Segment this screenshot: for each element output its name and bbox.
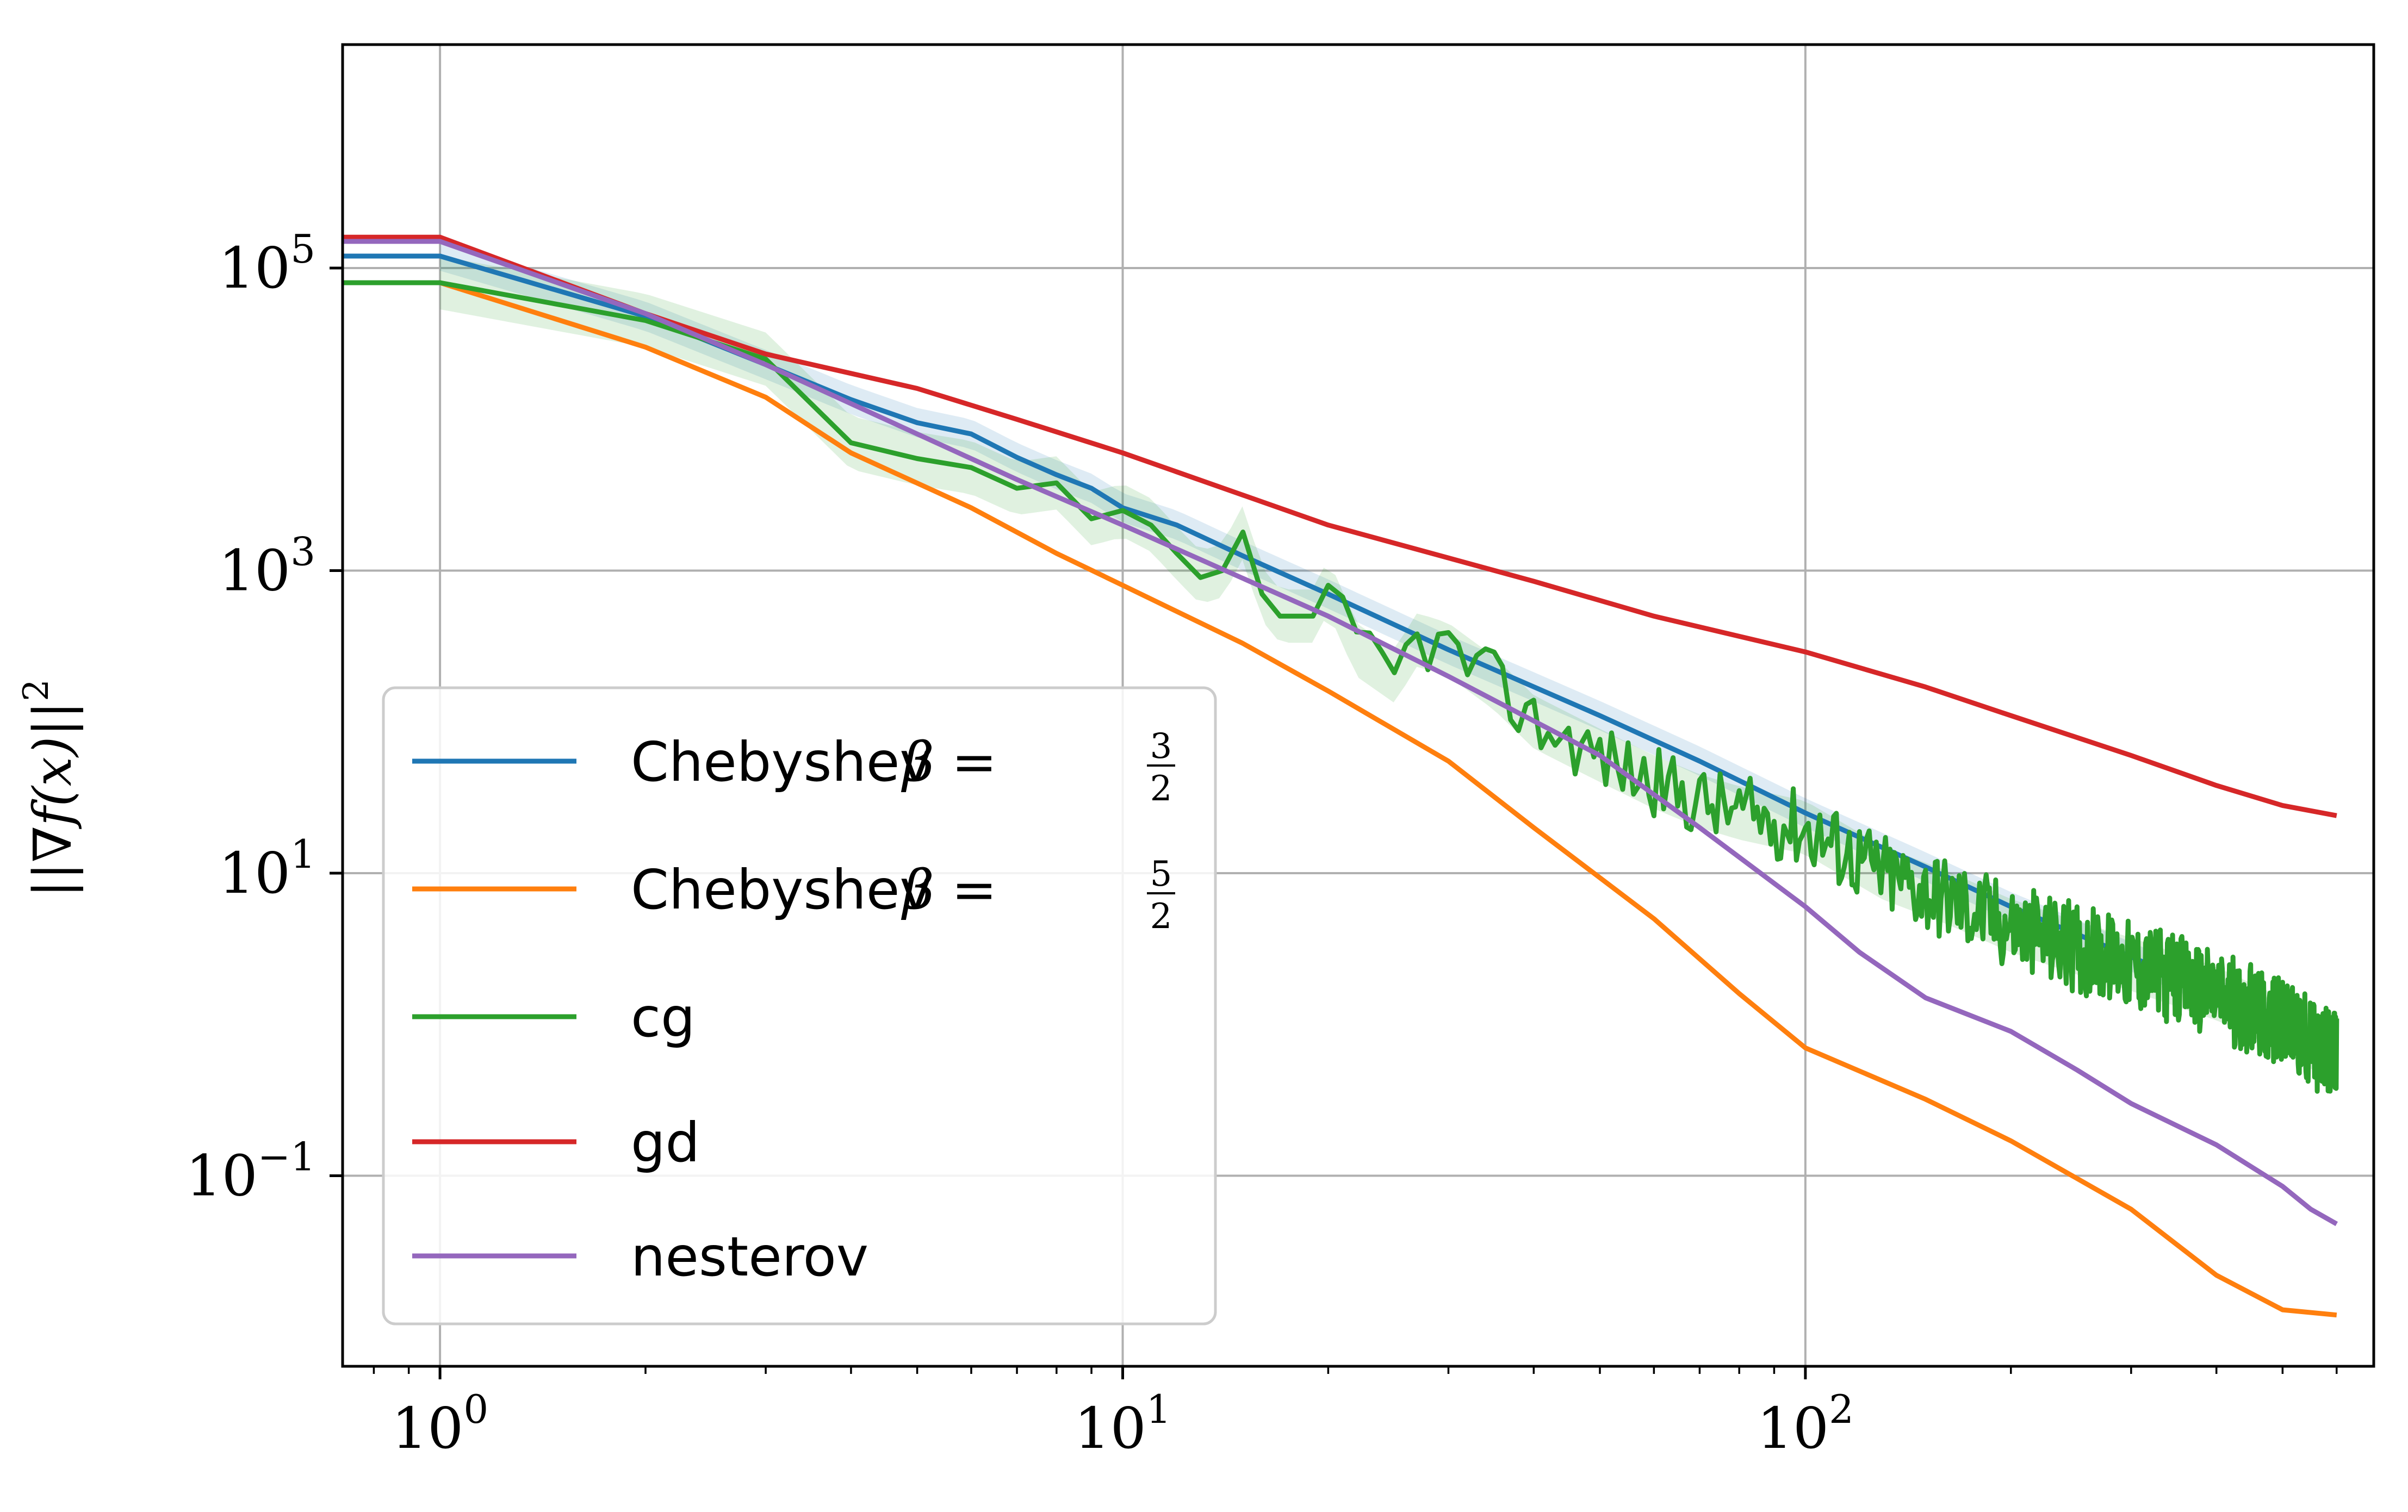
- x-tick-label: 102: [1757, 1386, 1854, 1461]
- legend-label: nesterov: [631, 1225, 868, 1289]
- y-tick-label: 101: [219, 831, 315, 906]
- legend-math: β =: [901, 858, 997, 922]
- legend-box: [382, 686, 1217, 1326]
- y-axis-label-exponent: 2: [16, 679, 57, 701]
- axis-tick-labels: 100 101 102 105 103 101 10−1: [186, 226, 1854, 1461]
- svg-text:||∇f(x)||2: ||∇f(x)||2: [16, 679, 83, 898]
- legend-entry: cg: [412, 986, 695, 1049]
- x-tick-label: 101: [1074, 1386, 1171, 1461]
- series-lines: [343, 234, 2339, 1318]
- series-line-2: [343, 280, 2337, 1318]
- confidence-bands: [440, 241, 2336, 1084]
- legend-label: Chebyshev: [631, 858, 932, 922]
- y-axis-label: ||∇f(x)||2: [16, 679, 83, 898]
- y-axis-label-text: ||∇f(x)||: [22, 701, 83, 898]
- confidence-band-chebyshev: [440, 241, 2336, 1067]
- y-tick-label: 103: [219, 529, 315, 604]
- legend-frac-numerator: 3: [1150, 726, 1172, 767]
- confidence-band-cg: [440, 256, 2336, 1084]
- legend-label: gd: [631, 1111, 700, 1174]
- plot-frame: [341, 43, 2375, 1368]
- series-line-5: [343, 239, 2338, 1227]
- x-tick-label: 100: [392, 1386, 488, 1461]
- legend-frac-denominator: 2: [1150, 897, 1172, 937]
- axis-ticks: [330, 266, 2338, 1379]
- legend-math: β =: [901, 730, 997, 794]
- y-tick-label: 105: [219, 226, 315, 301]
- legend-entry: nesterov: [412, 1225, 868, 1289]
- legend-entry: gd: [412, 1111, 700, 1174]
- legend-frac-numerator: 5: [1150, 854, 1172, 894]
- legend-label: Chebyshev: [631, 730, 932, 794]
- series-line-4: [343, 234, 2337, 818]
- legend-frac-denominator: 2: [1150, 769, 1172, 809]
- y-tick-label: 10−1: [186, 1134, 315, 1209]
- series-line-3: [343, 280, 2339, 1094]
- legend-label: cg: [631, 986, 695, 1049]
